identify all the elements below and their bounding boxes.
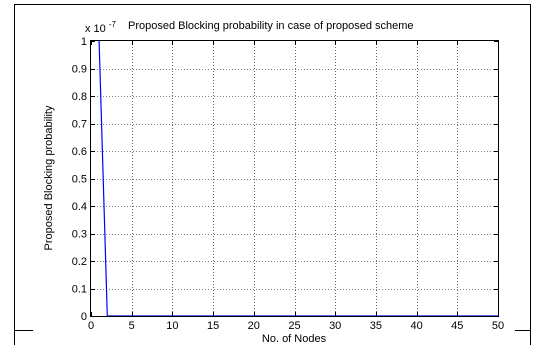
y-tick-label: 0.4 xyxy=(72,201,87,213)
y-tick-labels: 0 0.1 0.2 0.3 0.4 0.5 0.6 0.7 0.8 0.9 1 xyxy=(72,36,87,323)
y-tick-label: 0.7 xyxy=(72,119,87,131)
x-axis-label: No. of Nodes xyxy=(262,333,327,345)
y-multiplier-exponent: -7 xyxy=(109,20,117,29)
plot-series xyxy=(98,40,498,317)
y-tick-label: 0 xyxy=(81,311,87,323)
y-tick-label: 0.5 xyxy=(72,174,87,186)
x-tick-label: 0 xyxy=(88,320,94,332)
x-tick-label: 10 xyxy=(166,320,178,332)
y-tick-label: 0.1 xyxy=(72,284,87,296)
x-tick-label: 40 xyxy=(410,320,422,332)
y-multiplier-base: x 10 xyxy=(85,23,106,35)
plot-area-border xyxy=(90,40,499,317)
y-tick-label: 0.8 xyxy=(72,91,87,103)
x-tick-label: 25 xyxy=(288,320,300,332)
y-multiplier: x 10 -7 xyxy=(85,20,117,35)
grid-lines xyxy=(91,41,498,316)
x-tick-label: 45 xyxy=(451,320,463,332)
y-axis-label: Proposed Blocking probability xyxy=(43,105,55,250)
y-tick-label: 0.2 xyxy=(72,256,87,268)
y-tick-label: 0.3 xyxy=(72,229,87,241)
x-tick-labels: 0 5 10 15 20 25 30 35 40 45 50 xyxy=(88,320,504,332)
x-tick-label: 15 xyxy=(207,320,219,332)
x-tick-label: 50 xyxy=(492,320,504,332)
y-tick-label: 0.6 xyxy=(72,146,87,158)
y-tick-label: 0.9 xyxy=(72,64,87,76)
x-tick-label: 20 xyxy=(248,320,260,332)
y-tick-label: 1 xyxy=(81,36,87,48)
x-tick-label: 5 xyxy=(129,320,135,332)
chart-title: Proposed Blocking probability in case of… xyxy=(128,20,414,32)
x-tick-label: 35 xyxy=(370,320,382,332)
axis-ticks xyxy=(91,41,499,317)
series-line xyxy=(98,40,498,317)
x-tick-label: 30 xyxy=(329,320,341,332)
